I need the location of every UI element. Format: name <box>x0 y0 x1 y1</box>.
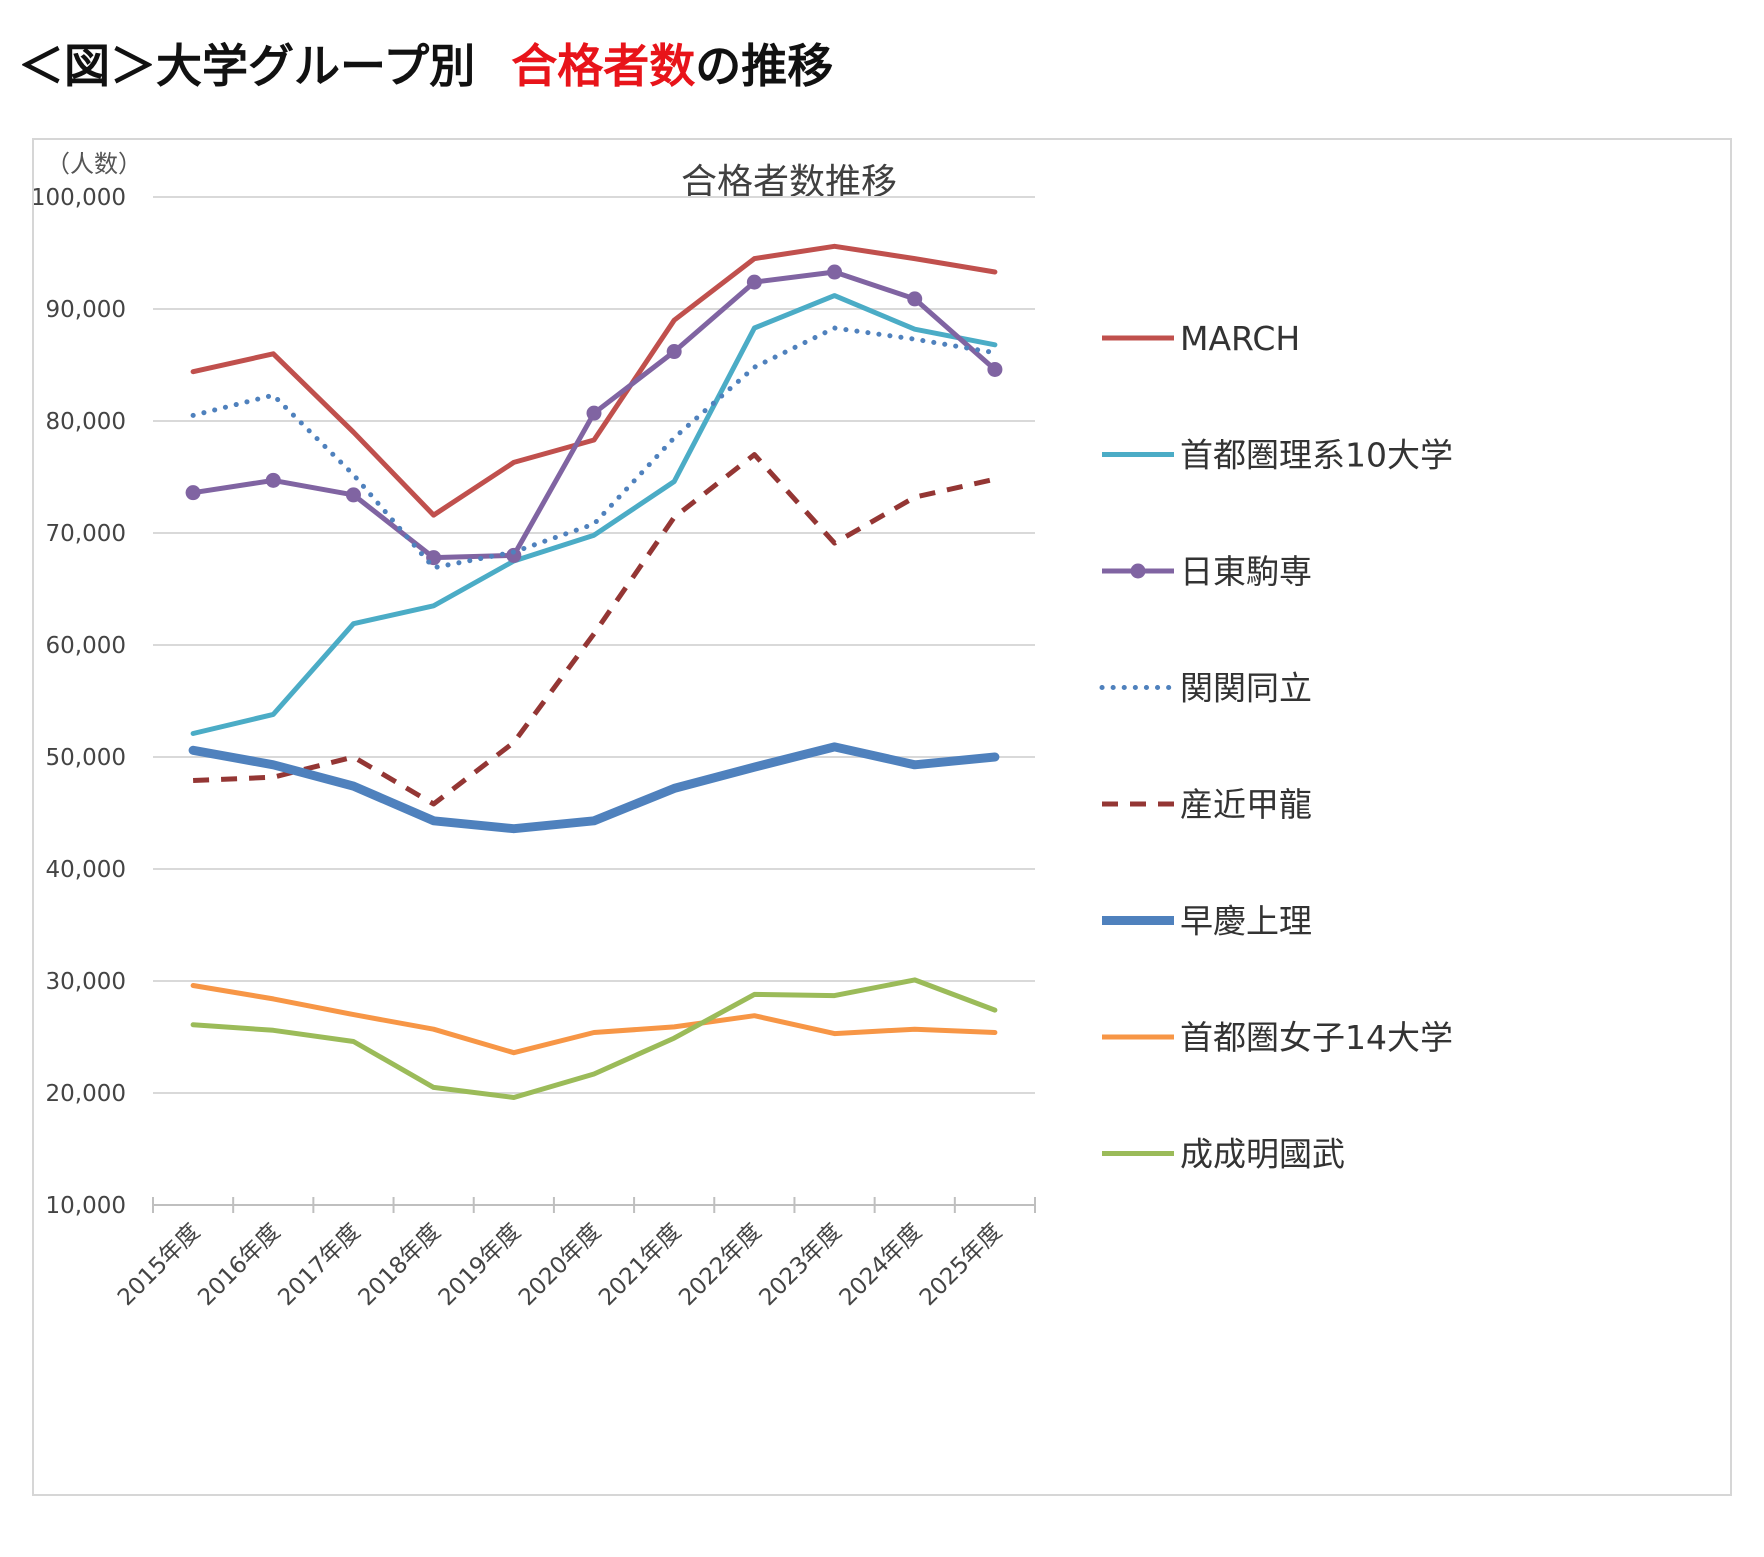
series-line-1 <box>190 243 998 518</box>
legend-label-1: MARCH <box>1180 319 1300 358</box>
data-point-3-9 <box>827 264 843 280</box>
legend-marker-3 <box>1130 563 1146 579</box>
series-line-4 <box>190 325 998 571</box>
legend-item-1: MARCH <box>1102 319 1300 358</box>
x-tick-label-9: 2023年度 <box>754 1219 846 1311</box>
legend-label-6: 早慶上理 <box>1180 902 1312 941</box>
data-point-3-10 <box>907 291 923 307</box>
title-highlight: 合格者数 <box>511 39 696 93</box>
page-title: ＜図＞大学グループ別 合格者数の推移 <box>18 30 833 96</box>
title-suffix: の推移 <box>695 39 834 93</box>
legend-item-5: 産近甲龍 <box>1102 785 1312 824</box>
legend-item-3: 日東駒専 <box>1102 552 1312 591</box>
y-tick-label-60000: 60,000 <box>46 633 126 659</box>
y-tick-label-40000: 40,000 <box>46 857 126 883</box>
series-line-2 <box>190 293 998 736</box>
data-point-3-8 <box>746 274 762 290</box>
x-tick-label-4: 2018年度 <box>354 1219 446 1311</box>
series-6 <box>188 742 1000 834</box>
x-tick-label-6: 2020年度 <box>514 1219 606 1311</box>
y-tick-label-80000: 80,000 <box>46 409 126 435</box>
line-chart: 合格者数推移 （人数） 10,00020,00030,00040,00050,0… <box>34 150 1453 1311</box>
x-tick-label-2: 2016年度 <box>193 1219 285 1311</box>
legend-item-4: 関関同立 <box>1099 669 1312 708</box>
data-point-3-11 <box>987 361 1003 377</box>
y-axis-ticks: 10,000 20,000 30,000 40,000 50,000 60,000 70,0… <box>34 185 126 1219</box>
x-tick-label-1: 2015年度 <box>113 1219 205 1311</box>
series-lines <box>185 243 1003 1100</box>
x-tick-label-10: 2024年度 <box>835 1219 927 1311</box>
grid-lines <box>153 196 1035 1094</box>
data-point-3-3 <box>345 487 361 503</box>
x-axis-ticks: 2015年度2016年度2017年度2018年度2019年度2020年度2021… <box>113 1219 1007 1311</box>
series-line-8 <box>190 977 998 1100</box>
series-2 <box>190 293 998 736</box>
series-8 <box>190 977 998 1100</box>
legend-label-4: 関関同立 <box>1180 669 1312 708</box>
y-tick-label-100000: 100,000 <box>34 185 126 211</box>
y-axis-unit-label: （人数） <box>46 150 142 178</box>
legend-item-6: 早慶上理 <box>1102 902 1312 941</box>
series-7 <box>190 983 998 1056</box>
series-3 <box>185 264 1003 566</box>
legend-item-7: 首都圏女子14大学 <box>1102 1018 1453 1057</box>
legend-label-3: 日東駒専 <box>1180 552 1312 591</box>
data-point-3-2 <box>265 472 281 488</box>
data-point-3-5 <box>506 547 522 563</box>
legend-label-5: 産近甲龍 <box>1180 785 1312 824</box>
x-tick-label-7: 2021年度 <box>594 1219 686 1311</box>
x-tick-label-3: 2017年度 <box>273 1219 365 1311</box>
y-tick-label-70000: 70,000 <box>46 521 126 547</box>
y-tick-label-50000: 50,000 <box>46 745 126 771</box>
y-tick-label-20000: 20,000 <box>46 1081 126 1107</box>
x-axis <box>152 1197 1036 1213</box>
title-prefix: ＜図＞大学グループ別 <box>18 39 476 93</box>
x-tick-label-5: 2019年度 <box>434 1219 526 1311</box>
legend-label-8: 成成明國武 <box>1180 1135 1345 1174</box>
data-point-3-1 <box>185 485 201 501</box>
series-1 <box>190 243 998 518</box>
series-line-6 <box>188 742 1000 834</box>
y-tick-label-10000: 10,000 <box>46 1193 126 1219</box>
series-4 <box>190 325 998 571</box>
series-line-5 <box>192 452 996 807</box>
legend-label-7: 首都圏女子14大学 <box>1180 1018 1453 1057</box>
series-5 <box>192 452 996 807</box>
y-tick-label-30000: 30,000 <box>46 969 126 995</box>
legend-item-8: 成成明國武 <box>1102 1135 1345 1174</box>
legend-item-2: 首都圏理系10大学 <box>1102 436 1453 475</box>
chart-frame: 合格者数推移 （人数） 10,000 20,000 30,000 40,000 50,0… <box>32 138 1732 1496</box>
y-tick-label-90000: 90,000 <box>46 297 126 323</box>
data-point-3-6 <box>586 405 602 421</box>
x-tick-label-8: 2022年度 <box>674 1219 766 1311</box>
data-point-3-7 <box>666 344 682 360</box>
legend: MARCH 首都圏理系10大学日東駒専関関同立産近甲龍早慶上理首都圏女子14大学成… <box>1099 319 1453 1174</box>
legend-label-2: 首都圏理系10大学 <box>1180 436 1453 475</box>
series-line-7 <box>190 983 998 1056</box>
x-tick-label-11: 2025年度 <box>915 1219 1007 1311</box>
